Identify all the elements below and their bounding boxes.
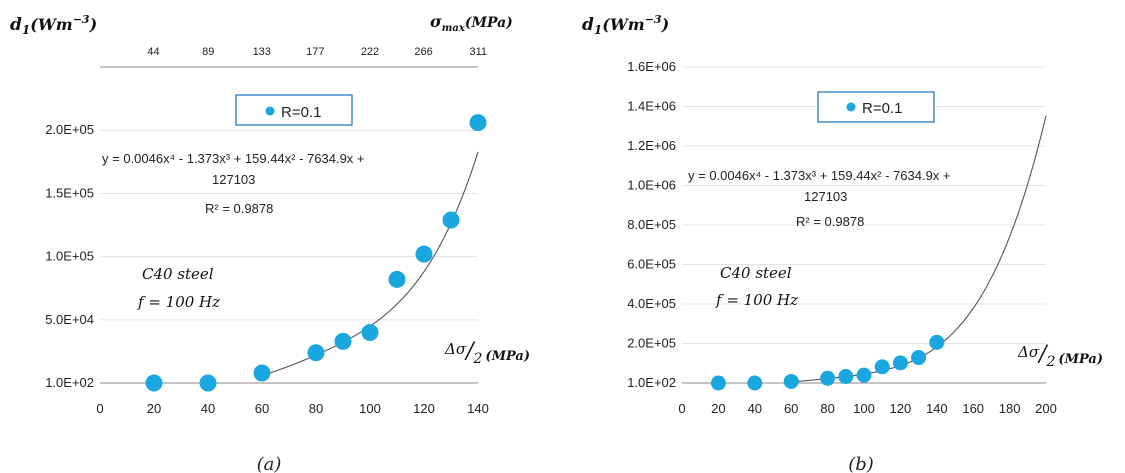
data-point — [469, 114, 487, 132]
legend-label: R=0.1 — [862, 100, 902, 117]
x-tick-label: 180 — [999, 401, 1021, 416]
material-annotation: C40 steel — [720, 264, 792, 282]
y-tick-label: 5.0E+04 — [45, 312, 94, 327]
legend-box — [235, 94, 353, 126]
trend-equation-cont: 127103 — [212, 172, 255, 187]
top-tick-label: 89 — [202, 46, 214, 58]
y-tick-label: 4.0E+05 — [627, 296, 676, 311]
data-point — [253, 364, 271, 382]
data-point — [307, 344, 325, 362]
top-tick-label: 222 — [361, 46, 379, 58]
y-tick-label: 1.0E+05 — [45, 249, 94, 264]
data-points — [710, 334, 945, 391]
x-axis-label: Δσ/2 (MPa) — [1017, 342, 1103, 370]
y-tick-label: 8.0E+05 — [627, 217, 676, 232]
data-point — [415, 245, 433, 263]
x-tick-label: 60 — [255, 401, 269, 416]
trend-equation-cont: 127103 — [804, 189, 847, 204]
y-tick-label: 1.0E+02 — [627, 375, 676, 390]
y-tick-label: 1.0E+06 — [627, 178, 676, 193]
y-axis-label: d1(Wm−3) — [582, 13, 669, 37]
y-tick-labels: 1.0E+02 5.0E+04 1.0E+05 1.5E+05 2.0E+05 — [45, 122, 94, 390]
legend-box — [817, 91, 935, 123]
frequency-annotation: f = 100 Hz — [137, 293, 220, 311]
trend-r2: R² = 0.9878 — [205, 201, 273, 216]
legend: R=0.1 — [817, 91, 935, 123]
y-tick-label: 2.0E+05 — [45, 122, 94, 137]
data-point — [911, 350, 927, 366]
frequency-annotation: f = 100 Hz — [715, 291, 798, 309]
data-point — [874, 359, 890, 375]
trend-equation: y = 0.0046x⁴ - 1.373x³ + 159.44x² - 7634… — [102, 151, 365, 166]
x-tick-label: 120 — [890, 401, 912, 416]
x-tick-label: 100 — [853, 401, 875, 416]
x-tick-label: 140 — [926, 401, 948, 416]
y-axis-label: d1(Wm−3) — [10, 13, 97, 37]
x-tick-label: 20 — [711, 401, 725, 416]
chart-panel-a: 0 20 40 60 80 100 120 140 1.0E+02 5.0E+04 1.0E+05… — [10, 12, 530, 473]
x-tick-labels: 0 20 40 60 80 100 120 140 — [96, 401, 488, 416]
x-axis-label: Δσ/2 (MPa) — [444, 339, 530, 367]
data-point — [747, 375, 763, 391]
legend: R=0.1 — [235, 94, 353, 126]
data-point — [838, 369, 854, 385]
caption-b: (b) — [848, 454, 874, 473]
x-tick-labels: 0 20 40 60 80 100 120 140 160 180 200 — [678, 401, 1056, 416]
y-tick-label: 1.4E+06 — [627, 99, 676, 114]
x-tick-label: 100 — [359, 401, 381, 416]
y-tick-label: 2.0E+05 — [627, 336, 676, 351]
data-point — [334, 332, 352, 350]
data-point — [892, 355, 908, 371]
top-axis-label: σmax(MPa) — [430, 12, 513, 34]
top-tick-label: 177 — [306, 46, 324, 58]
y-gridlines — [100, 129, 478, 321]
y-tick-label: 6.0E+05 — [627, 257, 676, 272]
x-tick-label: 60 — [784, 401, 798, 416]
data-point — [820, 370, 836, 386]
y-tick-label: 1.6E+06 — [627, 59, 676, 74]
x-tick-label: 160 — [962, 401, 984, 416]
x-tick-label: 120 — [413, 401, 435, 416]
caption-a: (a) — [257, 454, 282, 473]
x-tick-label: 200 — [1035, 401, 1057, 416]
material-annotation: C40 steel — [142, 265, 214, 283]
data-point — [783, 373, 799, 389]
x-tick-label: 0 — [96, 401, 103, 416]
data-point — [199, 374, 217, 392]
data-point — [710, 375, 726, 391]
y-gridlines — [682, 66, 1046, 345]
x-tick-label: 0 — [678, 401, 685, 416]
x-tick-label: 80 — [309, 401, 323, 416]
x-tick-label: 140 — [467, 401, 489, 416]
legend-label: R=0.1 — [281, 104, 321, 121]
trendline — [791, 115, 1047, 383]
y-tick-label: 1.5E+05 — [45, 185, 94, 200]
legend-marker — [846, 102, 856, 112]
data-point — [442, 211, 460, 229]
top-tick-label: 311 — [469, 46, 487, 58]
trend-r2: R² = 0.9878 — [796, 214, 864, 229]
y-tick-label: 1.2E+06 — [627, 138, 676, 153]
y-tick-labels: 1.0E+02 2.0E+05 4.0E+05 6.0E+05 8.0E+05 1.0E+… — [627, 59, 676, 390]
top-tick-label: 133 — [253, 46, 271, 58]
data-points — [145, 114, 487, 392]
x-tick-label: 40 — [201, 401, 215, 416]
x-tick-label: 40 — [748, 401, 762, 416]
y-tick-label: 1.0E+02 — [45, 375, 94, 390]
top-tick-label: 266 — [414, 46, 432, 58]
x-tick-label: 80 — [820, 401, 834, 416]
legend-marker — [265, 106, 275, 116]
data-point — [856, 367, 872, 383]
data-point — [388, 270, 406, 288]
x-tick-label: 20 — [147, 401, 161, 416]
data-point — [929, 334, 945, 350]
data-point — [145, 374, 163, 392]
chart-panel-b: 0 20 40 60 80 100 120 140 160 180 200 1.0E+02 2.0E+… — [582, 13, 1103, 473]
data-point — [361, 324, 379, 342]
top-tick-labels: 44 89 133 177 222 266 311 — [147, 46, 487, 58]
top-tick-label: 44 — [147, 46, 159, 58]
trend-equation: y = 0.0046x⁴ - 1.373x³ + 159.44x² - 7634… — [688, 168, 951, 183]
